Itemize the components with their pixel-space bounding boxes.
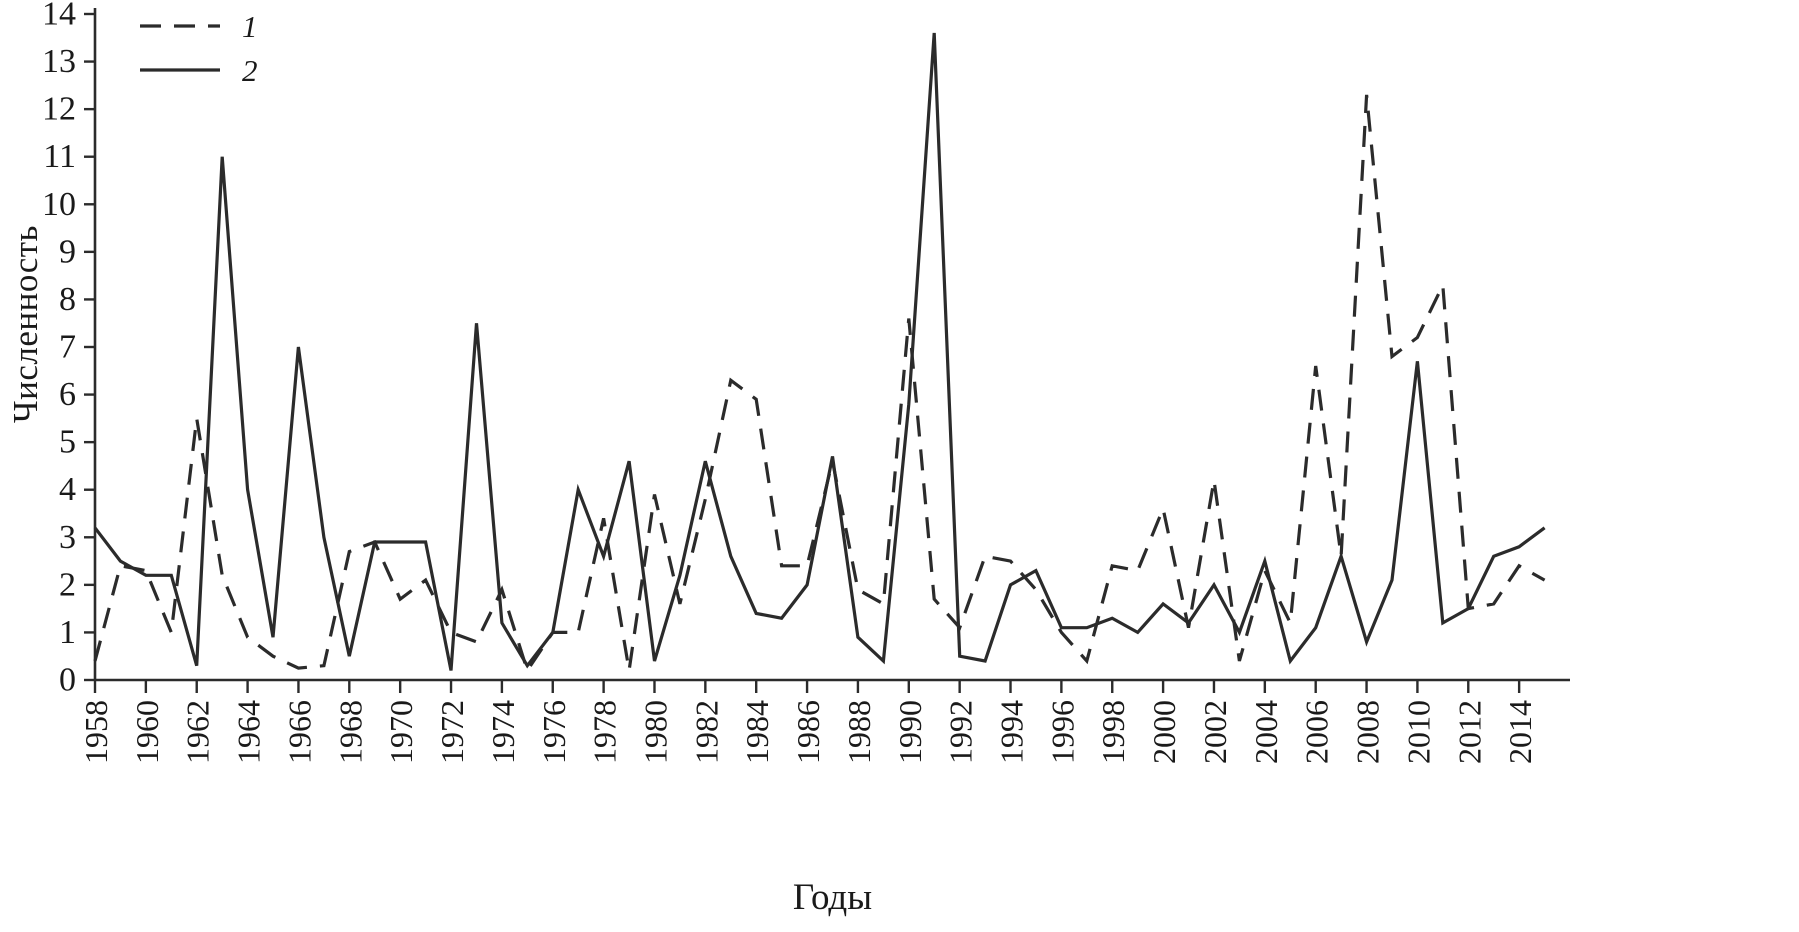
x-axis-title: Годы — [792, 877, 873, 918]
x-tick-label: 2004 — [1248, 700, 1284, 764]
x-tick-label: 1960 — [129, 700, 165, 764]
y-tick-label: 11 — [43, 138, 76, 175]
legend-item-series-2: 2 — [138, 52, 258, 88]
x-tick-label: 2000 — [1146, 700, 1182, 764]
x-tick-label: 1974 — [485, 700, 521, 764]
y-tick-label: 14 — [42, 0, 76, 33]
legend-item-series-1: 1 — [138, 8, 258, 44]
dashed-line-sample-icon — [140, 24, 220, 28]
x-tick-label: 1984 — [739, 700, 775, 764]
x-tick-label: 1972 — [434, 700, 470, 764]
x-tick-label: 1970 — [383, 700, 419, 764]
x-tick-label: 1996 — [1044, 700, 1080, 764]
x-tick-label: 2006 — [1299, 700, 1335, 764]
x-tick-label: 1964 — [231, 700, 267, 764]
x-tick-label: 1958 — [78, 700, 114, 764]
legend: 1 2 — [138, 8, 258, 88]
x-tick-label: 1990 — [892, 700, 928, 764]
y-tick-label: 0 — [59, 662, 76, 699]
x-tick-label: 2008 — [1350, 700, 1386, 764]
x-tick-label: 1992 — [943, 700, 979, 764]
x-tick-label: 2010 — [1400, 700, 1436, 764]
y-tick-label: 8 — [59, 281, 76, 318]
y-tick-label: 6 — [59, 376, 76, 413]
x-tick-label: 1994 — [994, 700, 1030, 764]
x-tick-label: 1968 — [332, 700, 368, 764]
y-tick-label: 7 — [59, 329, 76, 366]
legend-label-series-1: 1 — [242, 8, 258, 44]
x-tick-label: 2014 — [1502, 700, 1538, 764]
y-tick-label: 2 — [59, 566, 76, 603]
x-tick-label: 1966 — [281, 700, 317, 764]
y-tick-label: 3 — [59, 519, 76, 556]
y-tick-label: 13 — [42, 43, 76, 80]
solid-line-sample-icon — [140, 68, 220, 72]
x-tick-label: 1988 — [841, 700, 877, 764]
series-2-line — [93, 32, 1546, 671]
y-axis-title: Численность — [6, 225, 45, 424]
x-tick-label: 1982 — [688, 700, 724, 764]
x-tick-label: 2012 — [1451, 700, 1487, 764]
x-tick-label: 1976 — [536, 700, 572, 764]
y-tick-label: 4 — [59, 471, 76, 508]
y-tick-label: 12 — [42, 91, 76, 128]
y-tick-label: 1 — [59, 614, 76, 651]
legend-label-series-2: 2 — [242, 52, 258, 88]
x-tick-label: 1986 — [790, 700, 826, 764]
y-tick-label: 5 — [59, 424, 76, 461]
y-tick-label: 10 — [42, 186, 76, 223]
x-tick-label: 1962 — [180, 700, 216, 764]
x-tick-label: 1998 — [1095, 700, 1131, 764]
series-1-line — [93, 94, 1546, 675]
x-tick-label: 1978 — [587, 700, 623, 764]
x-tick-label: 1980 — [637, 700, 673, 764]
x-tick-label: 2002 — [1197, 700, 1233, 764]
y-tick-label: 9 — [59, 233, 76, 270]
